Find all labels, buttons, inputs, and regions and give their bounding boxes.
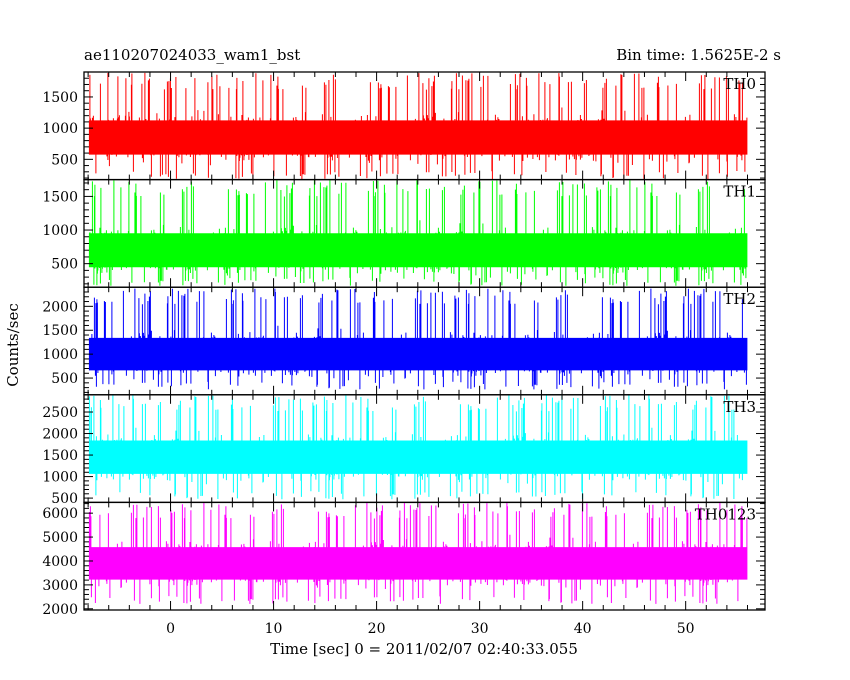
x-tick-label: 10 <box>265 621 283 637</box>
series-line-th1 <box>88 180 748 286</box>
y-axis-label: Counts/sec <box>4 303 22 387</box>
panel-th1: 500 1000 1500 TH1 <box>42 178 766 288</box>
panels: 500 1000 1500 TH0 500 1000 1500 TH1 500 1000 1500 2… <box>42 71 766 618</box>
x-tick-label: 0 <box>166 621 175 637</box>
y-tick-label: 1000 <box>42 223 78 239</box>
chart-title-left: ae110207024033_wam1_bst <box>84 46 300 64</box>
series-label-th3: TH3 <box>723 398 756 416</box>
y-tick-label: 3000 <box>42 578 78 594</box>
x-axis-label: Time [sec] 0 = 2011/02/07 02:40:33.055 <box>270 640 578 658</box>
x-tick-label: 40 <box>574 621 592 637</box>
y-tick-label: 1500 <box>42 189 78 205</box>
y-tick-label: 500 <box>51 257 78 273</box>
series-label-th2: TH2 <box>723 290 756 308</box>
panel-th3: 500 1000 1500 2000 2500 TH3 <box>42 394 766 507</box>
series-label-th0123: TH0123 <box>695 505 756 523</box>
y-tick-label: 1500 <box>42 323 78 339</box>
y-tick-label: 1000 <box>42 347 78 363</box>
y-tick-label: 1500 <box>42 448 78 464</box>
y-tick-label: 500 <box>51 371 78 387</box>
y-tick-label: 1000 <box>42 121 78 137</box>
panel-th2: 500 1000 1500 2000 TH2 <box>42 286 766 396</box>
y-tick-label: 2000 <box>42 299 78 315</box>
y-tick-label: 4000 <box>42 554 78 570</box>
y-tick-label: 2000 <box>42 602 78 618</box>
y-tick-label: 2500 <box>42 405 78 421</box>
series-line-th0 <box>88 72 748 180</box>
series-line-th3 <box>88 395 748 500</box>
x-tick-label: 30 <box>471 621 489 637</box>
panel-th0: 500 1000 1500 TH0 <box>42 71 766 181</box>
x-tick-label: 20 <box>368 621 386 637</box>
x-axis: 0 10 20 30 40 50 <box>166 621 695 637</box>
series-line-th2 <box>88 288 748 390</box>
y-tick-label: 6000 <box>42 506 78 522</box>
y-tick-label: 1000 <box>42 470 78 486</box>
series-label-th0: TH0 <box>723 75 756 93</box>
chart-title-right: Bin time: 1.5625E-2 s <box>616 46 781 64</box>
y-tick-label: 500 <box>51 152 78 168</box>
y-tick-label: 1500 <box>42 90 78 106</box>
y-tick-label: 2000 <box>42 427 78 443</box>
series-line-th0123 <box>88 502 748 604</box>
y-tick-label: 500 <box>51 491 78 507</box>
y-tick-label: 5000 <box>42 530 78 546</box>
panel-th0123: 2000 3000 4000 5000 6000 TH0123 <box>42 501 766 618</box>
series-label-th1: TH1 <box>723 183 756 201</box>
x-tick-label: 50 <box>677 621 695 637</box>
